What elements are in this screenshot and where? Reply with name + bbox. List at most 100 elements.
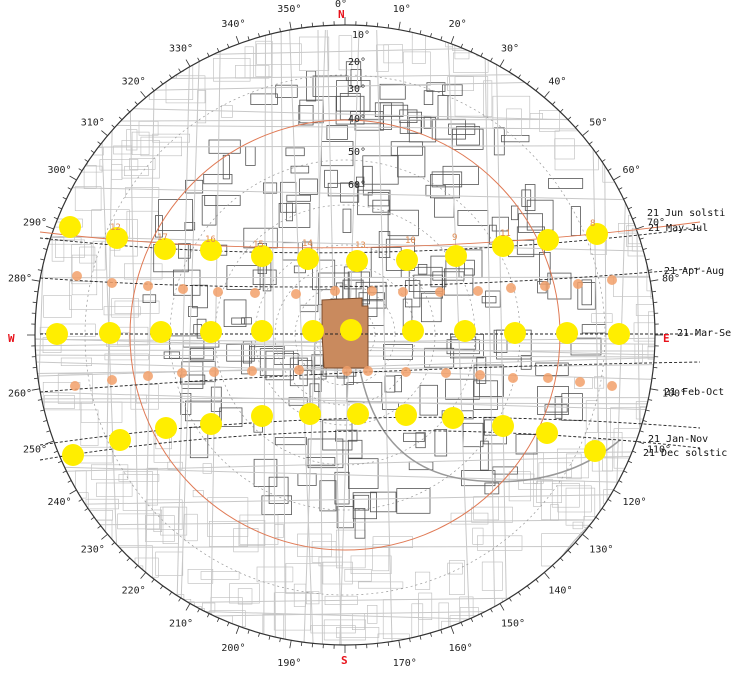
map-building [651,233,694,252]
azimuth-tick [38,270,42,271]
azimuth-tick [301,24,302,28]
map-building [602,519,611,541]
map-building [474,497,499,520]
map-building [639,517,682,531]
map-building [376,45,388,72]
map-building [145,53,154,60]
azimuth-tick [589,142,592,144]
map-building [637,94,662,130]
secondary-sun-marker [401,367,411,377]
secondary-sun-marker [543,373,553,383]
sun-path-label: 21 May-Jul [648,223,708,234]
map-building [403,52,430,86]
map-building [223,155,229,179]
map-building [130,159,156,170]
azimuth-tick [602,159,605,161]
map-building [49,48,72,81]
map-building [117,327,148,345]
map-building [473,528,483,544]
azimuth-tick [420,30,421,34]
map-building [628,512,659,521]
azimuth-tick [68,188,72,190]
azimuth-tick [112,542,115,545]
map-building [44,296,72,318]
azimuth-tick [430,33,431,37]
sun-position-marker [608,323,630,345]
azimuth-tick [399,640,400,648]
map-building [224,300,246,327]
map-building [99,617,140,642]
map-road [271,30,275,650]
azimuth-tick [236,626,239,634]
sun-position-marker [99,322,121,344]
azimuth-tick [186,60,190,67]
azimuth-tick [589,526,592,528]
map-building [370,492,396,512]
map-building [308,439,343,468]
map-building [582,280,592,305]
azimuth-tick [619,481,623,483]
azimuth-tick [236,36,239,44]
map-building [42,627,73,641]
map-building [644,138,655,145]
map-building [619,32,642,49]
azimuth-tick [152,88,154,91]
map-building [656,49,694,73]
map-building [159,200,193,231]
azimuth-tick [248,630,249,634]
sun-path-label: 21 Feb-Oct [664,387,724,398]
map-building [536,363,569,375]
map-building [256,41,272,76]
azimuth-tick [38,400,42,401]
map-building [286,563,321,593]
map-building [205,613,211,631]
sun-position-marker [251,405,273,427]
azimuth-tick [568,550,571,553]
map-building [542,534,580,566]
azimuth-tick [43,420,47,421]
azimuth-tick [624,197,628,199]
map-building [117,593,151,633]
map-building [659,164,681,185]
map-building [421,293,441,322]
map-building [287,195,311,201]
azimuth-tick [632,451,636,453]
map-building [240,515,278,545]
azimuth-tick [63,471,67,473]
azimuth-tick [40,259,44,260]
map-building [531,45,556,61]
map-building [613,276,652,296]
azimuth-tick [160,81,162,84]
map-building [571,207,580,236]
map-building [281,182,296,212]
map-building [567,49,574,87]
azimuth-tick [596,150,599,152]
azimuth-tick [518,592,520,595]
map-building [463,423,483,446]
sun-path-label: 21 Apr-Aug [664,266,724,277]
azimuth-label: 190° [277,658,301,669]
map-building [320,481,336,511]
map-building [246,147,256,166]
hour-number: 14 [302,239,313,249]
map-building [551,504,559,520]
secondary-sun-marker [607,381,617,391]
secondary-sun-marker [107,278,117,288]
map-road [30,277,700,278]
map-building [424,117,431,129]
azimuth-tick [560,109,563,112]
map-building [438,95,448,119]
azimuth-tick [141,91,146,97]
secondary-sun-marker [607,275,617,285]
azimuth-tick [648,270,652,271]
sun-position-marker [299,403,321,425]
azimuth-label: 50° [589,118,607,129]
map-building [494,128,504,155]
map-building [210,611,246,627]
azimuth-tick [258,633,259,637]
map-building [198,91,206,123]
altitude-label: 20° [348,57,366,68]
azimuth-tick [648,400,652,401]
map-building [446,35,453,47]
secondary-sun-marker [398,287,408,297]
